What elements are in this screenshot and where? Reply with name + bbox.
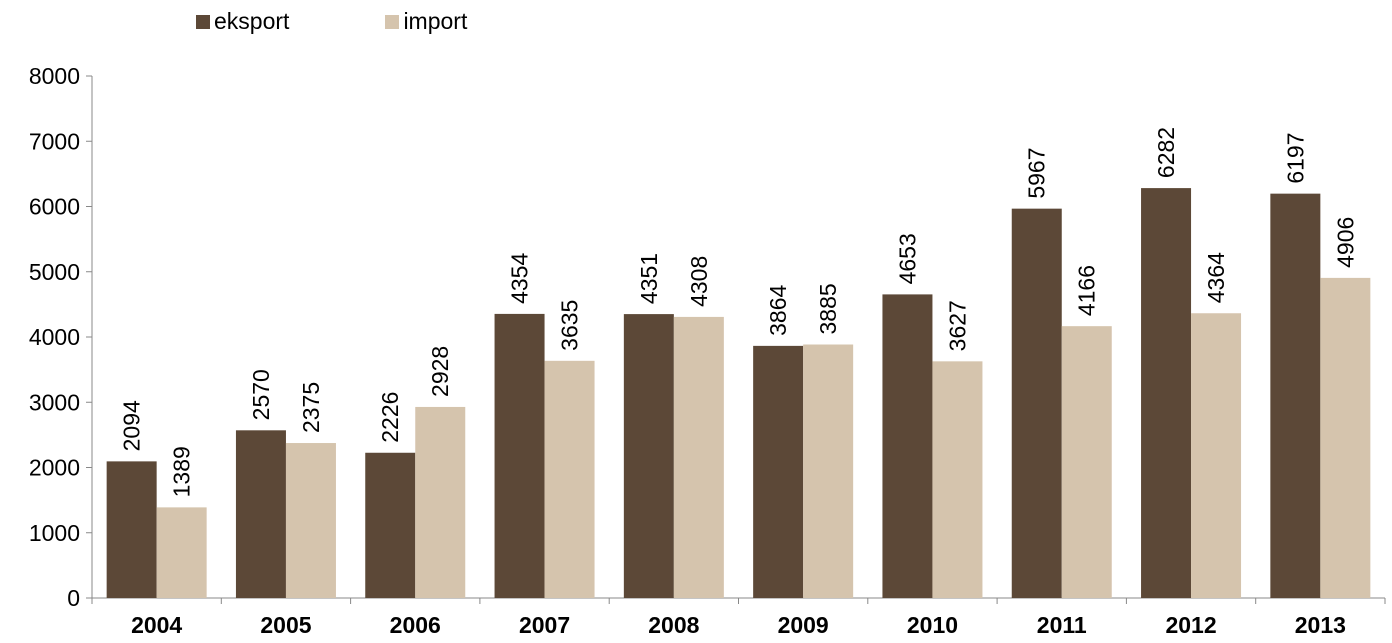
legend-item-eksport: eksport <box>196 8 289 35</box>
data-label-import-2008: 4308 <box>686 256 712 307</box>
bar-import-2010 <box>932 361 983 598</box>
bar-import-2008 <box>673 316 724 598</box>
x-tick-label: 2004 <box>131 612 182 638</box>
y-tick-label: 4000 <box>29 324 80 350</box>
bar-import-2004 <box>156 507 207 598</box>
x-tick-label: 2005 <box>260 612 311 638</box>
x-tick-label: 2013 <box>1295 612 1346 638</box>
y-tick-label: 6000 <box>29 194 80 220</box>
data-label-import-2006: 2928 <box>427 346 453 397</box>
x-tick-label: 2011 <box>1037 612 1087 638</box>
legend-item-import: import <box>385 8 467 35</box>
bar-eksport-2006 <box>365 452 416 598</box>
legend: eksport import <box>196 8 467 35</box>
data-label-eksport-2004: 2094 <box>119 400 145 451</box>
data-label-eksport-2007: 4354 <box>507 253 533 304</box>
bar-import-2005 <box>285 443 336 598</box>
x-tick-label: 2006 <box>390 612 441 638</box>
bar-eksport-2011 <box>1011 208 1062 598</box>
y-tick-label: 0 <box>67 585 80 611</box>
data-label-eksport-2005: 2570 <box>248 369 274 420</box>
bar-eksport-2007 <box>494 313 545 598</box>
y-tick-label: 1000 <box>29 520 80 546</box>
y-tick-label: 5000 <box>29 259 80 285</box>
bar-eksport-2012 <box>1141 188 1192 599</box>
data-label-eksport-2010: 4653 <box>894 233 920 284</box>
data-label-import-2013: 4906 <box>1332 217 1358 268</box>
bar-import-2011 <box>1061 326 1112 598</box>
x-tick-label: 2007 <box>519 612 570 638</box>
bar-import-2006 <box>415 406 466 598</box>
bar-eksport-2004 <box>106 461 157 598</box>
bar-eksport-2009 <box>753 345 804 598</box>
x-tick-label: 2009 <box>778 612 829 638</box>
legend-swatch-import <box>385 14 400 29</box>
data-label-eksport-2006: 2226 <box>377 392 403 443</box>
x-tick-label: 2012 <box>1165 612 1216 638</box>
bar-import-2007 <box>544 360 595 598</box>
x-tick-label: 2010 <box>907 612 958 638</box>
data-label-import-2010: 3627 <box>944 300 970 351</box>
x-tick-label: 2008 <box>648 612 699 638</box>
y-tick-label: 7000 <box>29 128 80 154</box>
data-label-import-2012: 4364 <box>1203 252 1229 303</box>
y-tick-label: 3000 <box>29 389 80 415</box>
bar-eksport-2010 <box>882 294 933 598</box>
y-tick-label: 8000 <box>29 63 80 89</box>
data-label-import-2009: 3885 <box>815 283 841 334</box>
bar-import-2013 <box>1320 277 1371 598</box>
bar-eksport-2013 <box>1270 193 1321 598</box>
data-label-import-2011: 4166 <box>1074 265 1100 316</box>
data-label-eksport-2009: 3864 <box>765 284 791 335</box>
data-label-eksport-2013: 6197 <box>1282 132 1308 183</box>
data-label-import-2007: 3635 <box>557 300 583 351</box>
legend-swatch-eksport <box>196 14 210 29</box>
y-tick-label: 2000 <box>29 455 80 481</box>
data-label-eksport-2008: 4351 <box>636 253 662 304</box>
legend-label-eksport: eksport <box>214 8 290 34</box>
legend-label-import: import <box>403 8 468 34</box>
data-label-import-2004: 1389 <box>169 446 195 497</box>
bar-import-2012 <box>1191 313 1242 598</box>
bar-import-2009 <box>803 344 854 598</box>
bar-eksport-2005 <box>235 430 286 598</box>
data-label-import-2005: 2375 <box>298 382 324 433</box>
data-label-eksport-2012: 6282 <box>1153 127 1179 178</box>
data-label-eksport-2011: 5967 <box>1024 147 1050 198</box>
bar-eksport-2008 <box>623 314 674 598</box>
